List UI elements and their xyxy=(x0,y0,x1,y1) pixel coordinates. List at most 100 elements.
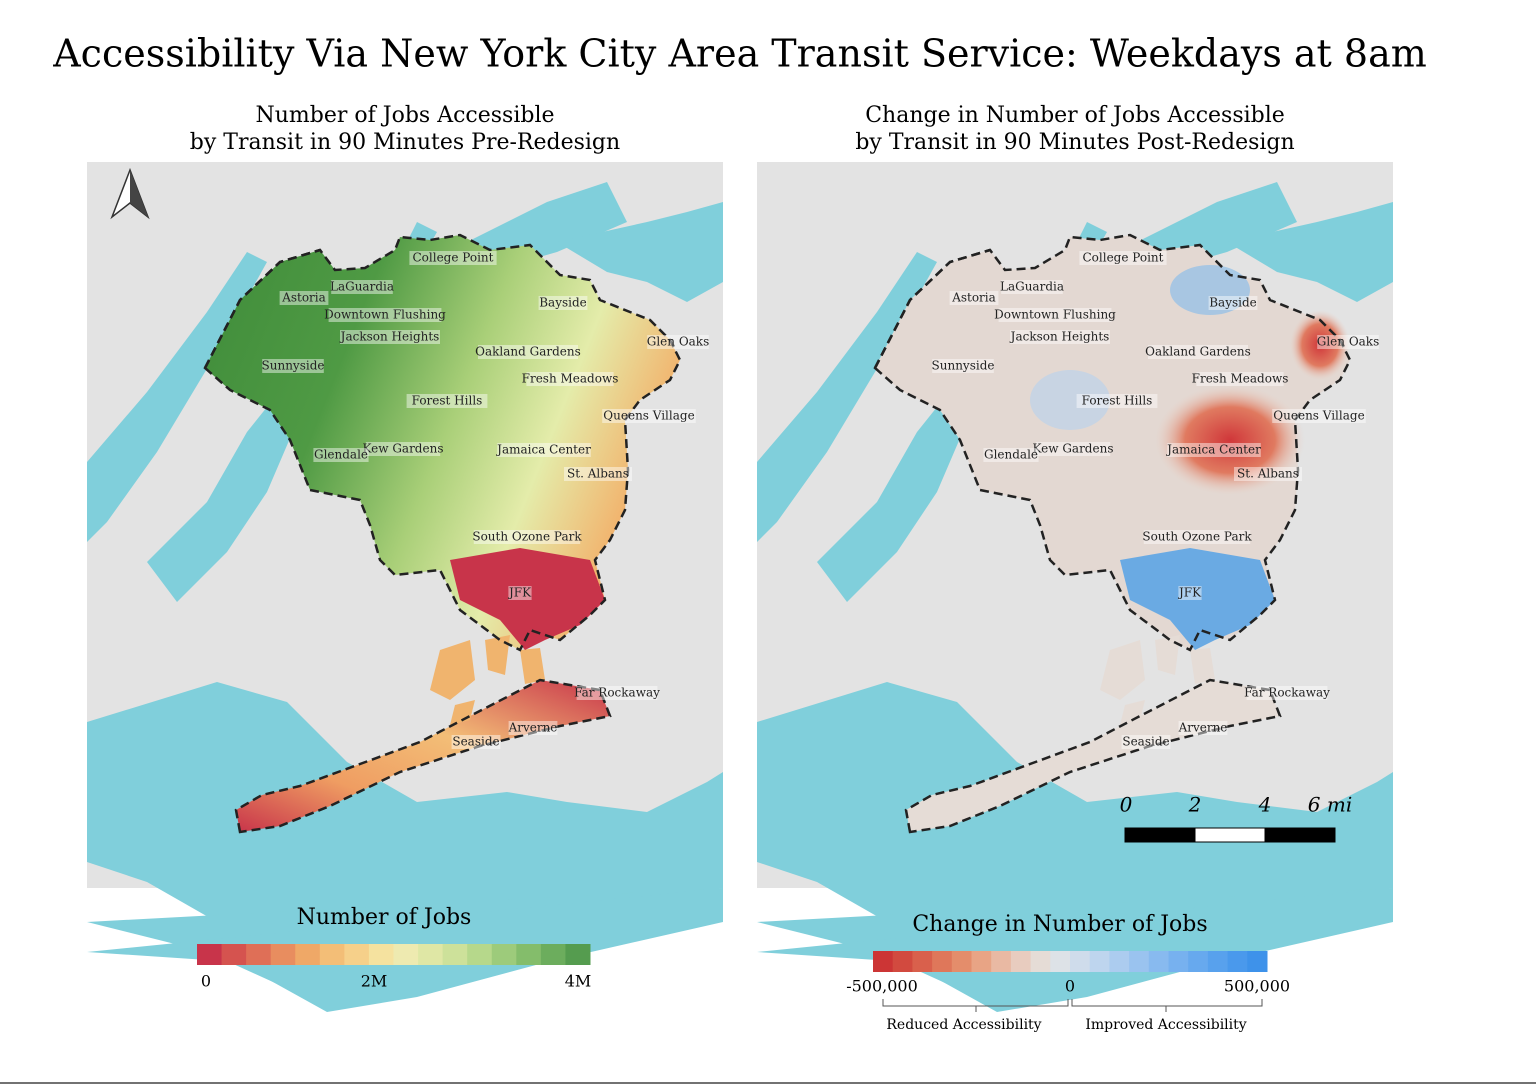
place-label-bg xyxy=(451,735,501,749)
place-label-bg xyxy=(1079,251,1167,265)
legend-swatch xyxy=(1168,951,1189,972)
place-label: Forest Hills xyxy=(412,394,483,408)
place-label: JFK xyxy=(1177,586,1202,600)
legend-tick-label: 0 xyxy=(1065,977,1075,996)
queens-area xyxy=(875,235,1350,650)
legend-bracket xyxy=(882,999,1263,1012)
island xyxy=(1100,640,1145,700)
place-label-bg xyxy=(365,442,441,456)
place-label-bg xyxy=(1010,330,1110,344)
place-label-bg xyxy=(1178,586,1202,600)
place-label-bg xyxy=(409,251,497,265)
island xyxy=(1190,648,1215,684)
place-label: Astoria xyxy=(951,291,996,305)
place-label: JFK xyxy=(507,586,532,600)
place-label-bg xyxy=(497,443,591,457)
place-label: Kew Gardens xyxy=(363,442,444,456)
island xyxy=(1120,700,1145,725)
place-label: Fresh Meadows xyxy=(1192,372,1289,386)
place-label: Seaside xyxy=(452,735,499,749)
legend-note: Reduced Accessibility xyxy=(886,1017,1041,1033)
place-label-bg xyxy=(328,308,442,322)
place-label-bg xyxy=(1196,372,1284,386)
place-label: Far Rockaway xyxy=(1244,686,1330,700)
legend-swatch xyxy=(393,944,419,965)
place-label-bg xyxy=(478,345,578,359)
legend-swatch xyxy=(319,944,345,965)
legend-swatch xyxy=(1148,951,1169,972)
place-label: Jamaica Center xyxy=(495,443,591,457)
place-label: Jamaica Center xyxy=(1165,443,1261,457)
legend-swatch xyxy=(565,944,591,965)
place-label: College Point xyxy=(413,251,494,265)
legend-swatch xyxy=(892,951,913,972)
legend-swatch xyxy=(197,944,223,965)
scale-segment xyxy=(1124,827,1196,843)
place-label: Queens Village xyxy=(603,409,694,423)
legend-swatch xyxy=(1010,951,1032,972)
legend-swatch xyxy=(971,951,992,972)
place-label-bg xyxy=(564,467,632,481)
scale-label: 2 xyxy=(1188,793,1202,817)
place-label-bg xyxy=(647,335,709,349)
legend-swatch xyxy=(1129,951,1150,972)
legend-tick-label: 4M xyxy=(565,972,592,991)
jfk-area xyxy=(450,548,605,650)
place-label: Jackson Heights xyxy=(1009,330,1110,344)
place-label-bg xyxy=(1246,686,1328,700)
place-label: Forest Hills xyxy=(1082,394,1153,408)
legend-swatch xyxy=(1050,951,1071,972)
island xyxy=(430,640,475,700)
place-label: Glendale xyxy=(984,448,1038,462)
place-label-bg xyxy=(1208,296,1258,310)
legend-swatch xyxy=(1089,951,1110,972)
place-label-bg xyxy=(508,586,532,600)
map-subtitle: Change in Number of Jobs Accessible xyxy=(865,103,1285,128)
borough-outline xyxy=(873,233,1352,652)
island xyxy=(1155,635,1180,675)
legend-tick-label: 0 xyxy=(201,972,211,991)
borough-outline xyxy=(203,233,682,652)
place-label: LaGuardia xyxy=(1000,280,1064,294)
place-label: Downtown Flushing xyxy=(324,308,446,322)
place-label: Arverne xyxy=(508,721,558,735)
legend-swatch xyxy=(951,951,972,972)
decline-zone xyxy=(1155,385,1305,495)
water-body xyxy=(1227,202,1393,302)
place-label: LaGuardia xyxy=(330,280,394,294)
title: Accessibility Via New York City Area Tra… xyxy=(52,32,1427,76)
place-label-bg xyxy=(538,296,588,310)
legend-swatch xyxy=(991,951,1012,972)
place-label: Sunnyside xyxy=(262,359,325,373)
place-label-bg xyxy=(262,359,324,373)
legend-swatch xyxy=(270,944,296,965)
jfk-area xyxy=(1120,548,1275,650)
map-subtitle: by Transit in 90 Minutes Post-Redesign xyxy=(855,130,1294,155)
scale-label: 4 xyxy=(1258,793,1272,817)
place-label-bg xyxy=(508,721,558,735)
place-label: St. Albans xyxy=(567,467,629,481)
place-label: Jackson Heights xyxy=(339,330,440,344)
water-body xyxy=(87,252,267,542)
legend-swatch xyxy=(295,944,321,965)
place-label: Kew Gardens xyxy=(1033,442,1114,456)
legend-tick-label: -500,000 xyxy=(846,977,918,996)
legend-swatch xyxy=(1207,951,1229,972)
place-label-bg xyxy=(279,291,329,305)
island xyxy=(520,648,545,684)
place-label: Queens Village xyxy=(1273,409,1364,423)
place-label: Far Rockaway xyxy=(574,686,660,700)
place-label-bg xyxy=(576,686,658,700)
legend-title: Change in Number of Jobs xyxy=(912,912,1207,937)
legends: Number of Jobs 0 2M 4M Change in Number of J… xyxy=(197,905,1290,1033)
legend-swatch xyxy=(1030,951,1051,972)
legend-note: Improved Accessibility xyxy=(1085,1017,1246,1033)
place-label-bg xyxy=(998,308,1112,322)
place-label: Oakland Gardens xyxy=(475,345,581,359)
place-label-bg xyxy=(983,448,1039,462)
legend-swatch xyxy=(246,944,272,965)
place-label-bg xyxy=(1272,409,1366,423)
island xyxy=(450,700,475,725)
place-label: Oakland Gardens xyxy=(1145,345,1251,359)
